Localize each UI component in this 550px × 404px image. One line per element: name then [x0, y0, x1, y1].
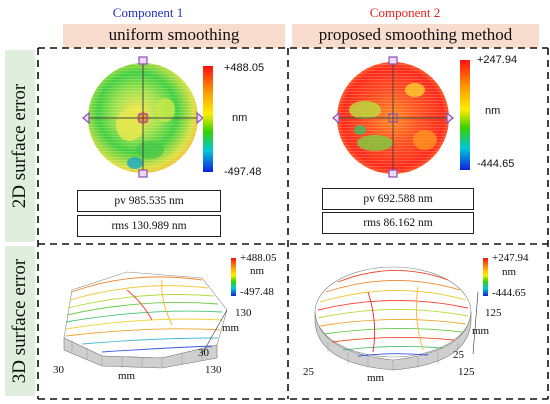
component-2-label: Component 2 — [369, 5, 441, 20]
axis-y-bottom-label: 25 — [453, 349, 464, 361]
axis-x-title: mm — [118, 370, 136, 382]
surface-plot-3d-component-2 — [314, 266, 479, 371]
axis-x-left-label: 25 — [303, 366, 314, 378]
colorbar-max-label: +247.94 — [477, 54, 518, 66]
colorbar-3d-component-1 — [231, 258, 236, 296]
colorbar-2d-component-2 — [460, 60, 470, 170]
rms-value-box: rms 86.162 nm — [322, 212, 474, 234]
axis-x-right-label: 130 — [205, 364, 222, 376]
row-label-2d: 2D surface error — [5, 50, 35, 242]
surface-map-2d-component-1 — [82, 56, 204, 178]
colorbar-3d-component-2 — [483, 258, 488, 296]
axis-y-top-label: 125 — [485, 307, 502, 319]
axis-x-title: mm — [367, 372, 385, 384]
column-1-title: uniform smoothing — [63, 24, 285, 48]
colorbar-min-label: -497.48 — [240, 286, 274, 298]
surface-map-2d-component-2 — [332, 56, 454, 178]
surface-plot-3d-component-1 — [63, 271, 228, 369]
axis-y-bottom-label: 30 — [198, 347, 209, 359]
axis-x-right-label: 125 — [458, 366, 475, 378]
colorbar-max-label: +488.05 — [240, 252, 277, 264]
axis-y-title: mm — [222, 322, 240, 334]
colorbar-max-label: +247.94 — [492, 252, 529, 264]
colorbar-2d-component-1 — [203, 66, 213, 172]
column-2-title: proposed smoothing method — [292, 24, 539, 48]
colorbar-unit-label: nm — [250, 265, 265, 277]
rms-value-box: rms 130.989 nm — [77, 215, 221, 237]
colorbar-min-label: -444.65 — [492, 287, 526, 299]
pv-value-box: pv 692.588 nm — [322, 188, 474, 210]
colorbar-unit-label: nm — [502, 266, 517, 278]
colorbar-min-label: -444.65 — [477, 158, 515, 170]
colorbar-unit-label: nm — [485, 105, 501, 117]
component-1-label: Component 1 — [112, 5, 184, 20]
colorbar-min-label: -497.48 — [224, 166, 262, 178]
axis-x-left-label: 30 — [53, 364, 64, 376]
row-label-3d: 3D surface error — [5, 246, 35, 396]
axis-y-top-label: 130 — [235, 307, 252, 319]
pv-value-box: pv 985.535 nm — [77, 190, 221, 212]
colorbar-unit-label: nm — [232, 112, 248, 124]
colorbar-max-label: +488.05 — [224, 62, 265, 74]
axis-y-title: mm — [472, 325, 490, 337]
